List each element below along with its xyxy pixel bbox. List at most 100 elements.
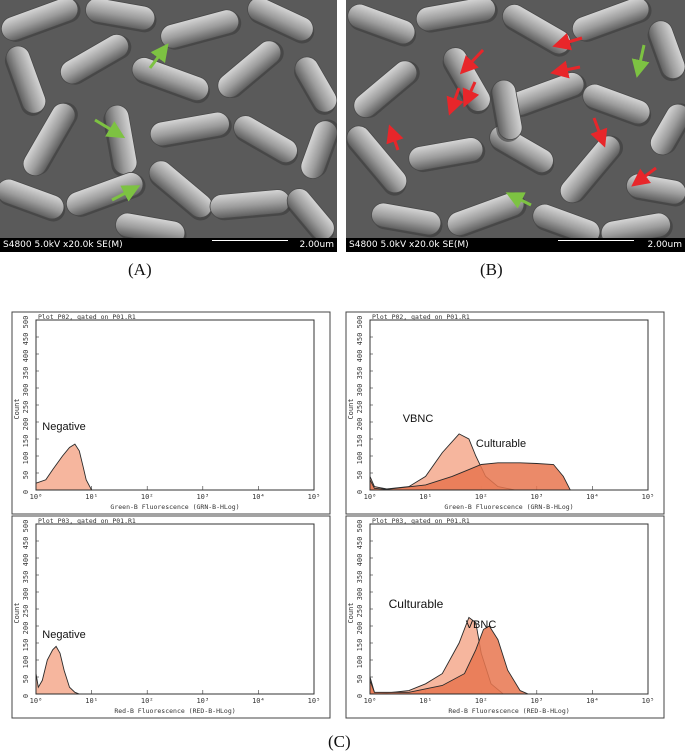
x-tick-label: 10⁰ (30, 697, 43, 705)
y-axis-label: Count (13, 602, 21, 623)
panel-label-c: (C) (328, 732, 351, 751)
y-tick-label: 200 (22, 418, 30, 431)
x-tick-label: 10⁴ (252, 493, 265, 501)
x-tick-label: 10⁴ (252, 697, 265, 705)
bacterium-cell (60, 33, 132, 85)
bacterium-cell (0, 0, 81, 42)
green-arrow (94, 118, 126, 139)
red-arrow (590, 117, 608, 148)
y-tick-label: 300 (22, 588, 30, 601)
y-tick-label: 150 (356, 435, 364, 448)
y-tick-label: 500 (22, 316, 30, 329)
y-tick-label: 450 (22, 537, 30, 550)
x-tick-label: 10² (475, 697, 488, 705)
panel-label-a: (A) (128, 260, 152, 279)
green-arrow (505, 192, 532, 209)
y-tick-label: 350 (356, 367, 364, 380)
x-tick-label: 10⁵ (308, 697, 321, 705)
bacterium-cell (506, 72, 587, 117)
y-tick-label: 350 (22, 367, 30, 380)
x-tick-label: 10¹ (85, 493, 98, 501)
plot-header: Plot P02, gated on P01.R1 (372, 313, 470, 321)
y-tick-label: 500 (22, 520, 30, 533)
y-tick-label: 200 (356, 622, 364, 635)
bacterium-cell (286, 188, 335, 238)
x-tick-label: 10² (475, 493, 488, 501)
red-arrow (550, 60, 581, 79)
sem-info-text-a: S4800 5.0kV x20.0k SE(M) (3, 240, 123, 250)
y-tick-label: 300 (356, 384, 364, 397)
bacterium-cell (571, 0, 652, 42)
sem-info-bar-b: S4800 5.0kV x20.0k SE(M) 2.00um (346, 238, 685, 252)
x-tick-label: 10³ (530, 697, 543, 705)
y-tick-label: 400 (356, 350, 364, 363)
y-axis-label: Count (347, 398, 355, 419)
series-label-vbnc: VBNC (466, 619, 497, 631)
x-tick-label: 10¹ (419, 697, 432, 705)
green-arrow (111, 185, 141, 202)
x-tick-label: 10⁴ (586, 697, 599, 705)
y-tick-label: 100 (22, 452, 30, 465)
bacterium-cell (647, 20, 685, 82)
x-tick-label: 10⁰ (364, 493, 377, 501)
y-tick-label: 100 (22, 656, 30, 669)
red-arrow (386, 124, 404, 151)
series-negative-area (35, 645, 80, 695)
series-label-negative: Negative (42, 421, 85, 433)
sem-micrograph-b (346, 0, 685, 238)
bacterium-cell (408, 137, 486, 173)
scale-bar-ticks-b (558, 240, 634, 244)
x-tick-label: 10² (141, 493, 154, 501)
y-tick-label: 150 (22, 639, 30, 652)
bacterium-cell (415, 0, 498, 33)
x-tick-label: 10⁵ (642, 697, 655, 705)
red-arrow (459, 48, 485, 75)
bacterium-cell (346, 125, 408, 196)
bacterium-cell (217, 40, 284, 99)
bacterium-cell (65, 172, 146, 217)
x-tick-label: 10⁰ (30, 493, 43, 501)
y-axis-label: Count (347, 602, 355, 623)
bacterium-cell (247, 0, 315, 44)
histogram-green-negative: Plot P02, gated on P01.R1 0 50 100 150 200 250… (11, 311, 331, 519)
sem-image-a: S4800 5.0kV x20.0k SE(M) 2.00um (0, 0, 337, 252)
sem-scale-text-a: 2.00um (299, 240, 334, 250)
bacterium-cell (347, 3, 417, 47)
y-tick-label: 250 (22, 401, 30, 414)
y-axis-label: Count (13, 398, 21, 419)
bacterium-cell (233, 115, 299, 166)
bacterium-cell (294, 56, 337, 115)
histogram-green-samples: Plot P02, gated on P01.R1 0 50 100 150 200 250… (345, 311, 665, 519)
y-tick-label: 350 (356, 571, 364, 584)
bacterium-cell (600, 212, 673, 238)
y-tick-label: 350 (22, 571, 30, 584)
series-label-culturable: Culturable (389, 597, 444, 611)
x-axis-label: Red-B Fluorescence (RED-B-HLog) (114, 707, 235, 715)
red-arrow (462, 81, 480, 108)
bacterium-cell (532, 203, 602, 238)
green-arrow (148, 43, 169, 69)
bacterium-cell (148, 160, 213, 221)
y-tick-label: 400 (356, 554, 364, 567)
y-tick-label: 300 (22, 384, 30, 397)
y-tick-label: 400 (22, 554, 30, 567)
y-tick-label: 0 (22, 490, 30, 494)
bacterium-cell (353, 60, 420, 119)
y-tick-label: 50 (22, 675, 30, 683)
y-tick-label: 0 (356, 490, 364, 494)
x-axis-label: Green-B Fluorescence (GRN-B-HLog) (444, 503, 573, 511)
bacterium-cell (115, 212, 187, 238)
y-tick-label: 500 (356, 316, 364, 329)
bacterium-cell (4, 45, 47, 116)
y-tick-label: 450 (356, 537, 364, 550)
y-tick-label: 450 (356, 333, 364, 346)
bacterium-cell (149, 111, 232, 148)
x-tick-label: 10⁰ (364, 697, 377, 705)
x-tick-label: 10² (141, 697, 154, 705)
bacterium-cell (649, 103, 685, 156)
sem-info-text-b: S4800 5.0kV x20.0k SE(M) (349, 240, 469, 250)
plot-header: Plot P03, gated on P01.R1 (38, 517, 136, 525)
plot-header: Plot P02, gated on P01.R1 (38, 313, 136, 321)
x-axis-label: Green-B Fluorescence (GRN-B-HLog) (110, 503, 239, 511)
green-arrow (631, 44, 650, 78)
